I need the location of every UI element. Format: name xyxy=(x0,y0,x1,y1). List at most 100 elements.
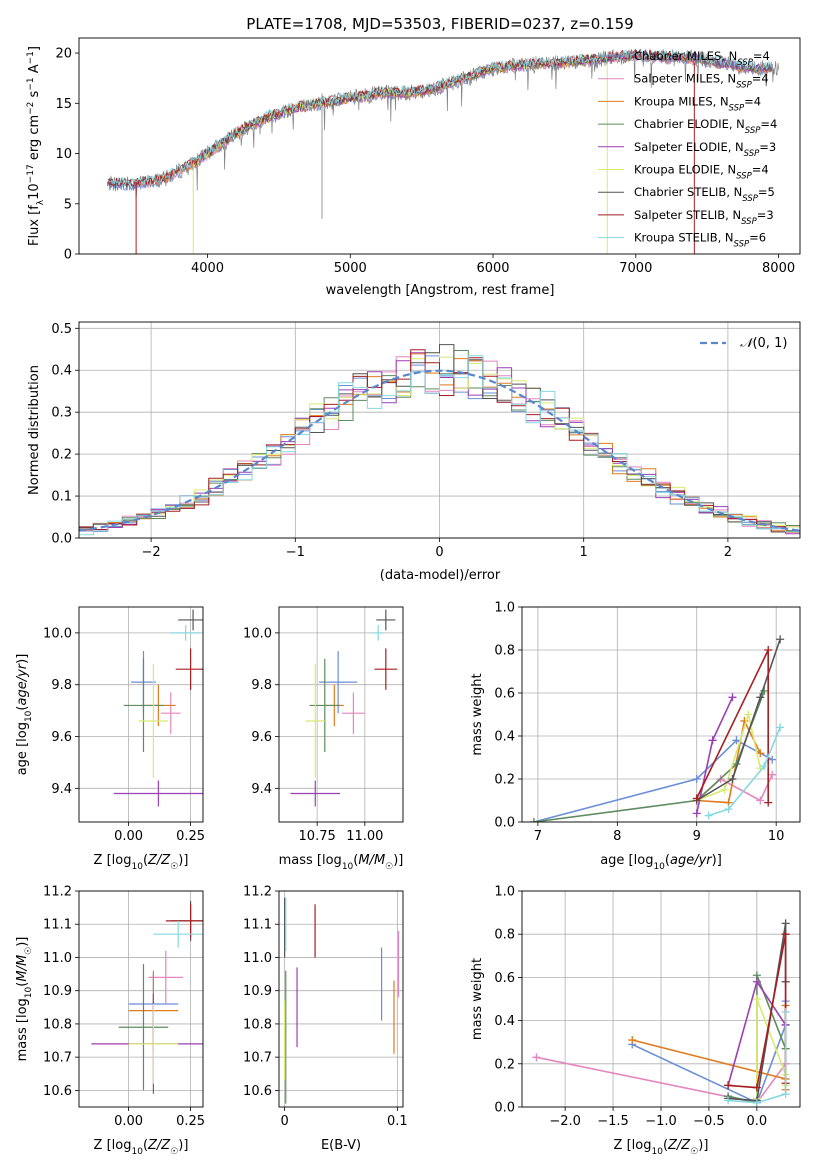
age-vs-mass-errorbars xyxy=(290,609,398,807)
weight-vs-age-frame xyxy=(521,606,801,823)
weight-vs-age-series-line xyxy=(708,727,781,817)
weight-vs-age-marker xyxy=(744,710,753,719)
weight-vs-age-marker xyxy=(768,755,777,764)
histogram-xtick-label: 2 xyxy=(724,545,732,560)
weight-vs-z-series-line xyxy=(728,1012,787,1104)
spectrum-xtick-label: 8000 xyxy=(762,261,795,276)
weight-vs-z-lines xyxy=(532,919,790,1107)
weight-vs-age-marker xyxy=(704,811,713,820)
weight-vs-age-marker xyxy=(724,805,733,814)
age-vs-mass-ytick-label: 9.4 xyxy=(251,782,272,797)
histogram-frame xyxy=(78,321,801,539)
spectrum-ytick-label: 5 xyxy=(64,197,72,212)
age-vs-z-ytick-label: 9.4 xyxy=(51,782,72,797)
mass-vs-ebv-frame xyxy=(278,890,404,1108)
weight-vs-z-xtick-label: −0.5 xyxy=(693,1114,725,1129)
weight-vs-z-marker xyxy=(752,1098,761,1107)
weight-vs-age-marker xyxy=(756,693,765,702)
mass-vs-z-errorbars xyxy=(91,900,203,1094)
weight-vs-z-frame xyxy=(521,890,801,1108)
weight-vs-age-series-line xyxy=(696,711,762,802)
histogram-ytick-label: 0.1 xyxy=(51,490,72,505)
weight-vs-z-xtick-label: 0.0 xyxy=(747,1114,768,1129)
legend-entry: Chabrier ELODIE, NSSP=4 xyxy=(634,117,777,136)
weight-vs-age-marker xyxy=(768,770,777,779)
weight-vs-age-xtick-label: 7 xyxy=(534,829,542,844)
mass-vs-ebv-xtick-label: 0.1 xyxy=(387,1114,408,1129)
weight-vs-age-marker xyxy=(692,775,701,783)
weight-vs-age-marker xyxy=(708,736,717,745)
legend-entry: Kroupa STELIB, NSSP=6 xyxy=(634,231,766,250)
weight-vs-z-xtick-label: −1.5 xyxy=(597,1114,629,1129)
histogram-xtick-label: −2 xyxy=(142,545,161,560)
spectrum-xtick-label: 6000 xyxy=(476,261,509,276)
weight-vs-age-ytick-label: 0.4 xyxy=(494,730,515,745)
spectrum-ytick-label: 0 xyxy=(64,248,72,263)
weight-vs-age-series-line xyxy=(696,639,781,802)
mass-vs-ebv-xtick-label: 0 xyxy=(280,1114,288,1129)
weight-vs-z-axes: −2.0 −1.5 −1.0 −0.5 0.0 0.0 0.2 0.4 0.6 0.8 1.0 xyxy=(494,885,800,1129)
weight-vs-age-marker xyxy=(756,796,765,805)
mass-vs-z-ytick-label: 11.0 xyxy=(43,951,72,966)
histogram-ytick-label: 0.2 xyxy=(51,448,72,463)
histogram-steps xyxy=(79,344,800,536)
histogram-ytick-label: 0.3 xyxy=(51,406,72,421)
weight-vs-age-ytick-label: 0.6 xyxy=(494,687,515,702)
weight-vs-age-ytick-label: 0.0 xyxy=(494,816,515,831)
weight-vs-z-xtick-label: −1.0 xyxy=(645,1114,677,1129)
weight-vs-age-marker xyxy=(760,762,769,771)
weight-vs-z-xtick-label: −2.0 xyxy=(549,1114,581,1129)
mass-vs-z-xtick-label: 0.25 xyxy=(176,1114,205,1129)
weight-vs-z-ylabel: mass weight xyxy=(470,958,485,1040)
spectrum-axes: 4000 5000 6000 7000 8000 0 5 10 15 20 xyxy=(55,47,795,276)
weight-vs-z-ytick-label: 0.0 xyxy=(494,1101,515,1116)
weight-vs-z-ytick-label: 0.4 xyxy=(494,1014,515,1029)
histogram-xtick-label: −1 xyxy=(286,545,305,560)
figure-title: PLATE=1708, MJD=53503, FIBERID=0237, z=0… xyxy=(246,15,633,33)
weight-vs-z-ytick-label: 0.2 xyxy=(494,1057,515,1072)
weight-vs-z-marker xyxy=(781,1090,790,1099)
age-vs-z-ytick-label: 9.8 xyxy=(51,678,72,693)
weight-vs-z-marker xyxy=(724,1081,733,1090)
age-vs-z-xtick-label: 0.00 xyxy=(114,829,143,844)
spectrum-ytick-label: 10 xyxy=(55,147,72,162)
histogram-ytick-label: 0.4 xyxy=(51,364,72,379)
weight-vs-z-marker xyxy=(752,977,761,986)
spectrum-ytick-label: 20 xyxy=(55,47,72,62)
weight-vs-age-xtick-label: 10 xyxy=(768,829,785,844)
weight-vs-age-marker xyxy=(692,794,701,803)
normal-reference-curve xyxy=(79,369,800,532)
age-vs-mass-ytick-label: 10.0 xyxy=(243,626,272,641)
mass-vs-z-xlabel: Z [log10(Z/Z☉)] xyxy=(94,1138,189,1157)
weight-vs-age-marker xyxy=(764,798,773,807)
weight-vs-age-marker xyxy=(732,736,741,745)
weight-vs-age-series-line xyxy=(533,739,773,822)
weight-vs-age-lines xyxy=(529,635,785,822)
age-vs-mass-frame xyxy=(278,606,404,823)
weight-vs-age-ytick-label: 1.0 xyxy=(494,601,515,616)
weight-vs-age-ytick-label: 0.8 xyxy=(494,644,515,659)
mass-vs-z-ytick-label: 10.6 xyxy=(43,1084,72,1099)
legend-entry: Chabrier STELIB, NSSP=5 xyxy=(634,185,775,204)
histogram-xtick-label: 0 xyxy=(435,545,443,560)
mass-vs-ebv-errorbars xyxy=(284,897,400,1104)
histogram-xlabel: (data-model)/error xyxy=(380,568,501,583)
spectrum-xlabel: wavelength [Angstrom, rest frame] xyxy=(326,283,555,298)
spectrum-legend: Chabrier MILES, NSSP=4 Salpeter MILES, NS… xyxy=(598,49,777,250)
weight-vs-age-marker xyxy=(728,775,737,783)
spectrum-xtick-label: 7000 xyxy=(619,261,652,276)
mass-vs-z-ytick-label: 11.1 xyxy=(43,918,72,933)
weight-vs-age-xtick-label: 9 xyxy=(693,829,701,844)
mass-vs-ebv-ytick-label: 11.2 xyxy=(243,885,272,900)
age-vs-z-xlabel: Z [log10(Z/Z☉)] xyxy=(94,853,189,872)
histogram-legend-label: 𝒩(0, 1) xyxy=(740,336,787,351)
mass-vs-ebv-xlabel: E(B-V) xyxy=(321,1138,361,1153)
weight-vs-z-marker xyxy=(724,1096,733,1105)
weight-vs-z-ytick-label: 0.6 xyxy=(494,971,515,986)
mass-vs-z-ytick-label: 10.8 xyxy=(43,1017,72,1032)
legend-entry: Kroupa MILES, NSSP=4 xyxy=(634,94,761,113)
mass-vs-ebv-ytick-label: 10.9 xyxy=(243,984,272,999)
histogram-ytick-label: 0.0 xyxy=(51,532,72,547)
age-vs-z-frame xyxy=(78,606,204,823)
